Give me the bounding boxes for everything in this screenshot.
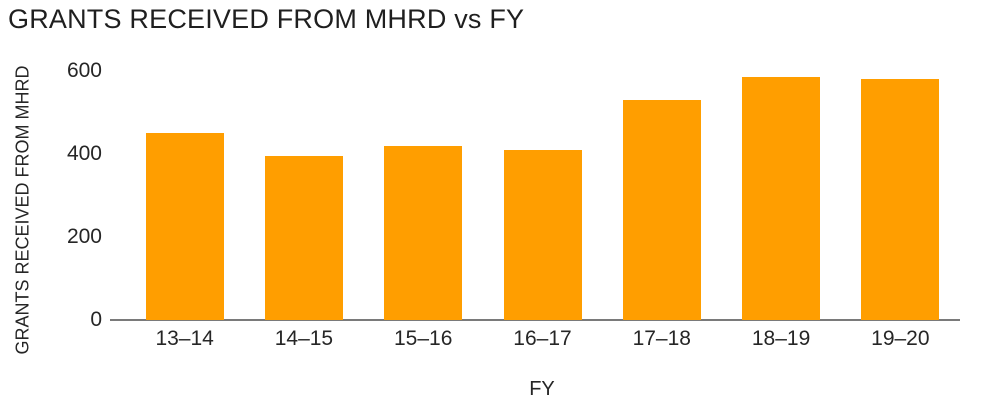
x-tick-label: 17–18 bbox=[632, 327, 691, 350]
x-axis-line bbox=[110, 319, 960, 321]
y-axis-title: GRANTS RECEIVED FROM MHRD bbox=[12, 65, 33, 355]
chart-title: GRANTS RECEIVED FROM MHRD vs FY bbox=[8, 4, 525, 34]
x-tick-label: 13–14 bbox=[155, 327, 214, 350]
bar-13–14 bbox=[145, 133, 224, 320]
x-axis-title: FY bbox=[529, 378, 555, 400]
y-tick-label: 400 bbox=[66, 142, 102, 165]
x-tick-label: 18–19 bbox=[751, 327, 811, 350]
x-tick-label: 14–15 bbox=[274, 327, 334, 350]
x-tick-label: 16–17 bbox=[513, 327, 572, 350]
y-tick-label: 200 bbox=[66, 225, 102, 248]
bar-16–17 bbox=[503, 149, 582, 320]
y-tick-label: 600 bbox=[66, 59, 102, 82]
bar-17–18 bbox=[622, 100, 701, 320]
y-tick-label: 0 bbox=[90, 308, 102, 331]
bar-19–20 bbox=[861, 79, 940, 320]
bar-18–19 bbox=[742, 77, 821, 320]
x-tick-label: 19–20 bbox=[871, 327, 930, 350]
bar-14–15 bbox=[264, 156, 343, 320]
x-tick-label: 15–16 bbox=[394, 327, 453, 350]
bar-15–16 bbox=[384, 145, 463, 320]
